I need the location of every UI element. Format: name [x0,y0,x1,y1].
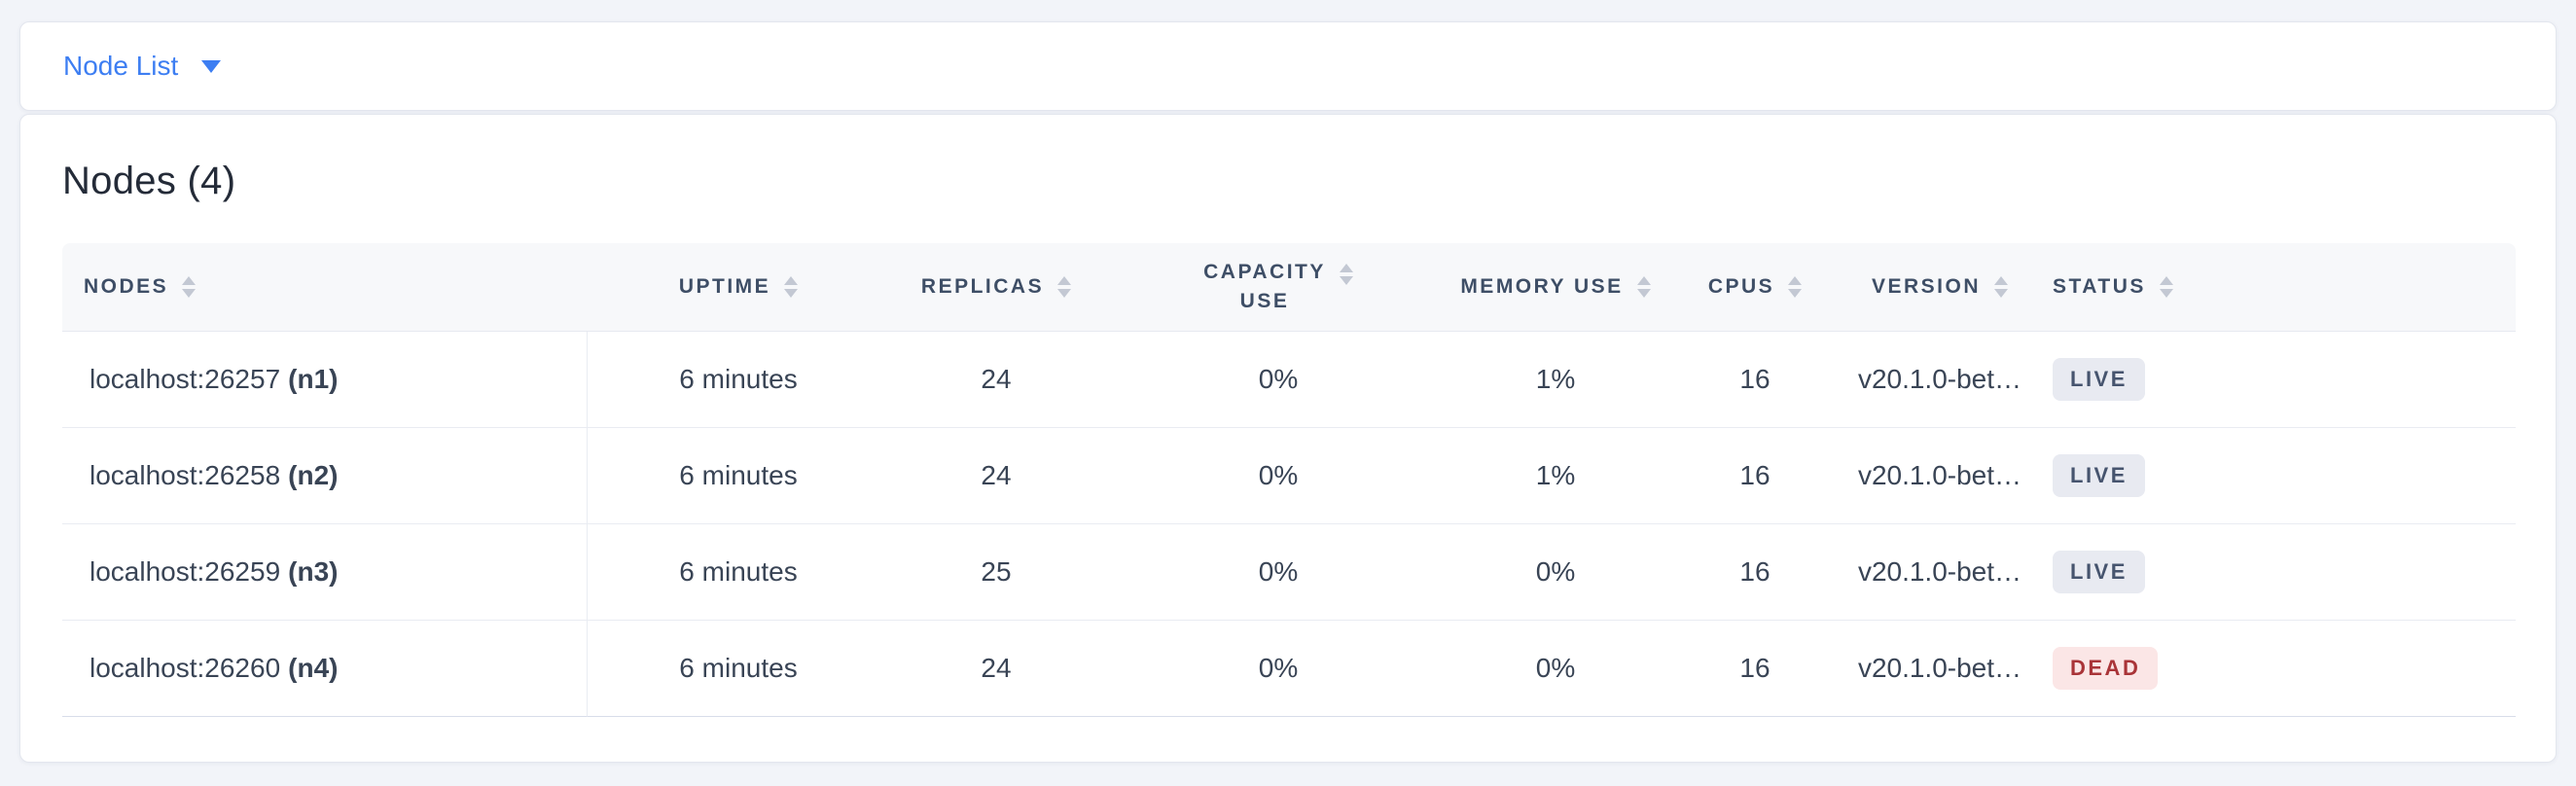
status-cell: DEAD [2027,621,2516,717]
sort-arrows-icon [784,276,799,298]
caret-down-icon [201,59,222,73]
uptime-cell: 6 minutes [588,621,889,717]
replicas-cell: 24 [889,332,1103,428]
sort-arrows-icon [1057,276,1072,298]
node-list-dropdown-label: Node List [63,51,179,81]
node-id: (n2) [288,460,339,490]
column-label: VERSION [1871,275,1982,298]
nodes-table: NODES UPTIME REPLICAS [62,243,2516,717]
status-cell: LIVE [2027,524,2516,621]
capacity-use-cell: 0% [1103,621,1453,717]
column-label: REPLICAS [920,275,1045,298]
capacity-use-cell: 0% [1103,428,1453,524]
column-header-uptime[interactable]: UPTIME [588,243,889,332]
node-address: localhost:26258 [89,460,281,490]
version-cell: v20.1.0-bet… [1852,524,2027,621]
node-address: localhost:26260 [89,653,281,683]
nodes-panel: Nodes (4) NODES UPTIME [19,114,2557,763]
uptime-cell: 6 minutes [588,524,889,621]
uptime-cell: 6 minutes [588,332,889,428]
cpus-cell: 16 [1658,524,1852,621]
uptime-cell: 6 minutes [588,428,889,524]
node-address: localhost:26257 [89,364,281,394]
cpus-cell: 16 [1658,621,1852,717]
node-id: (n4) [288,653,339,683]
replicas-cell: 24 [889,621,1103,717]
page-title: Nodes (4) [62,160,236,202]
status-cell: LIVE [2027,332,2516,428]
replicas-cell: 24 [889,428,1103,524]
memory-use-cell: 1% [1453,332,1658,428]
node-list-dropdown[interactable]: Node List [63,51,222,82]
node-id: (n3) [288,556,339,587]
memory-use-cell: 0% [1453,621,1658,717]
node-address-cell[interactable]: localhost:26259 (n3) [62,524,588,621]
column-label: STATUS [2053,275,2146,298]
table-row[interactable]: localhost:26260 (n4) 6 minutes 24 0% 0% 1… [62,621,2516,717]
column-header-version[interactable]: VERSION [1852,243,2027,332]
column-header-replicas[interactable]: REPLICAS [889,243,1103,332]
sort-arrows-icon [182,276,197,298]
column-label: NODES [84,275,169,298]
sort-arrows-icon [1339,264,1353,285]
table-row[interactable]: localhost:26258 (n2) 6 minutes 24 0% 1% 1… [62,428,2516,524]
column-label: CAPACITY USE [1203,261,1326,312]
capacity-use-cell: 0% [1103,524,1453,621]
status-cell: LIVE [2027,428,2516,524]
table-row[interactable]: localhost:26259 (n3) 6 minutes 25 0% 0% 1… [62,524,2516,621]
status-badge: LIVE [2053,551,2145,593]
version-cell: v20.1.0-bet… [1852,428,2027,524]
column-label: MEMORY USE [1460,275,1624,298]
node-id: (n1) [288,364,339,394]
column-header-nodes[interactable]: NODES [62,243,588,332]
column-label: CPUS [1707,275,1775,298]
node-address-cell[interactable]: localhost:26257 (n1) [62,332,588,428]
column-header-status[interactable]: STATUS [2027,243,2516,332]
version-cell: v20.1.0-bet… [1852,621,2027,717]
status-badge: DEAD [2053,647,2159,690]
node-address: localhost:26259 [89,556,281,587]
table-body: localhost:26257 (n1) 6 minutes 24 0% 1% 1… [62,332,2516,717]
column-header-memory-use[interactable]: MEMORY USE [1453,243,1658,332]
table-row[interactable]: localhost:26257 (n1) 6 minutes 24 0% 1% 1… [62,332,2516,428]
view-selector-bar: Node List [19,21,2557,111]
memory-use-cell: 0% [1453,524,1658,621]
capacity-use-cell: 0% [1103,332,1453,428]
sort-arrows-icon [1994,276,2009,298]
cpus-cell: 16 [1658,332,1852,428]
table-header: NODES UPTIME REPLICAS [62,243,2516,332]
replicas-cell: 25 [889,524,1103,621]
status-badge: LIVE [2053,358,2145,401]
sort-arrows-icon [1636,276,1651,298]
column-header-cpus[interactable]: CPUS [1658,243,1852,332]
sort-arrows-icon [1788,276,1803,298]
node-address-cell[interactable]: localhost:26258 (n2) [62,428,588,524]
column-label: UPTIME [678,275,771,298]
version-cell: v20.1.0-bet… [1852,332,2027,428]
sort-arrows-icon [2159,276,2173,298]
column-header-capacity-use[interactable]: CAPACITY USE [1103,243,1453,332]
node-address-cell[interactable]: localhost:26260 (n4) [62,621,588,717]
cpus-cell: 16 [1658,428,1852,524]
memory-use-cell: 1% [1453,428,1658,524]
status-badge: LIVE [2053,454,2145,497]
